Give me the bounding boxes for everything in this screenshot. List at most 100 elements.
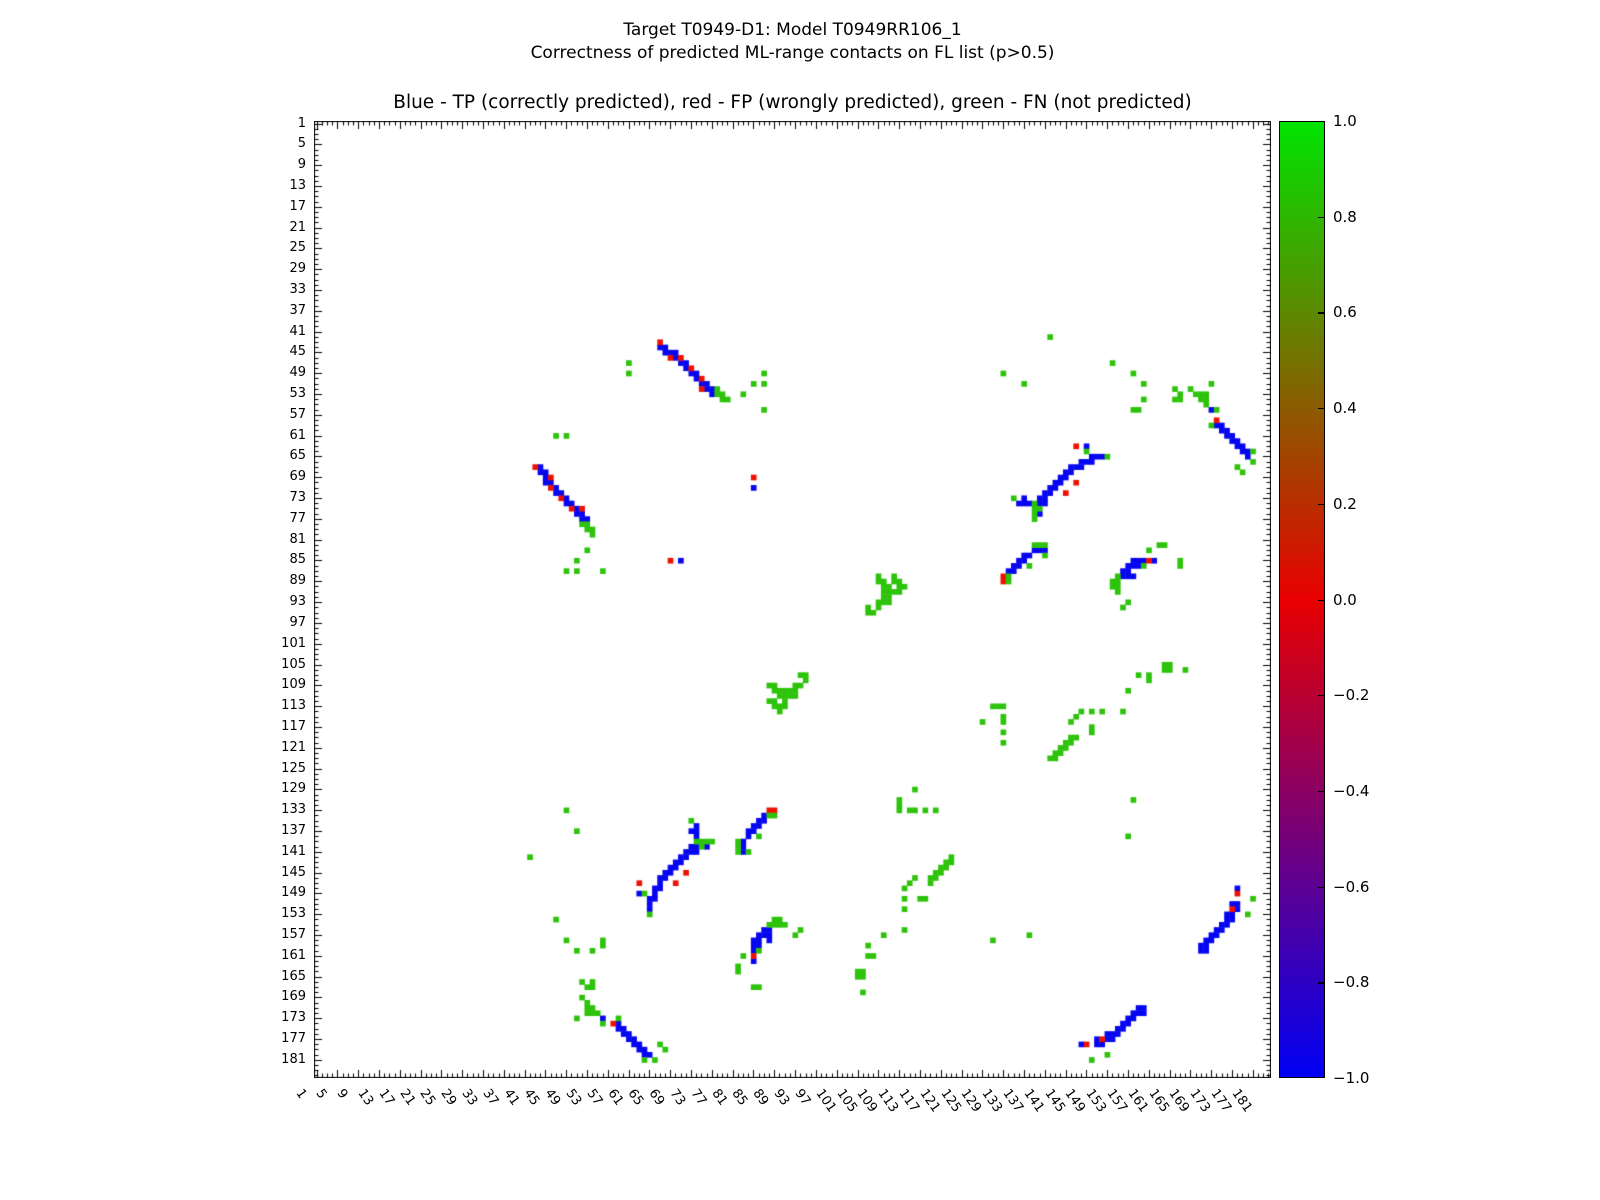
x-tick-label: 165 — [1145, 1086, 1172, 1116]
y-tick-label: 61 — [289, 427, 306, 443]
contact-map-plot — [314, 121, 1271, 1078]
colorbar-tick-label: 0.8 — [1333, 207, 1357, 226]
colorbar-tick-label: 1.0 — [1333, 112, 1357, 130]
x-tick-label: 81 — [708, 1086, 730, 1109]
x-tick-label: 173 — [1186, 1086, 1214, 1116]
y-tick-label: 77 — [289, 510, 306, 526]
y-tick-label: 33 — [289, 282, 306, 298]
colorbar-tick-label: 0.6 — [1333, 303, 1357, 322]
x-tick-label: 129 — [957, 1086, 985, 1116]
colorbar-tick-label: −0.8 — [1333, 973, 1370, 992]
x-tick-label: 117 — [895, 1086, 922, 1116]
x-tick-label: 97 — [791, 1086, 814, 1109]
x-tick-label: 113 — [874, 1086, 902, 1116]
x-tick-label: 89 — [749, 1086, 772, 1109]
y-tick-label: 57 — [289, 406, 306, 422]
figure-title: Target T0949-D1: Model T0949RR106_1 — [623, 20, 962, 40]
x-tick-label: 161 — [1124, 1086, 1151, 1116]
y-tick-label: 165 — [281, 968, 306, 984]
colorbar-tick-label: 0.4 — [1333, 399, 1357, 418]
y-tick-label: 121 — [281, 739, 306, 755]
x-tick-label: 69 — [645, 1086, 668, 1109]
y-tick-label: 1 — [297, 115, 306, 131]
y-tick-label: 113 — [281, 698, 306, 714]
colorbar-tick-mark — [1318, 695, 1324, 697]
colorbar-tick-label: −0.6 — [1333, 877, 1370, 896]
y-tick-label: 157 — [281, 926, 306, 942]
y-tick-label: 161 — [281, 947, 306, 963]
x-tick-label: 5 — [312, 1086, 330, 1102]
x-tick-label: 17 — [375, 1086, 398, 1109]
y-tick-label: 85 — [289, 552, 306, 568]
y-tick-label: 17 — [289, 198, 306, 214]
x-tick-label: 49 — [541, 1086, 564, 1109]
figure-subtitle: Correctness of predicted ML-range contac… — [530, 43, 1055, 63]
x-tick-label: 101 — [812, 1086, 839, 1116]
x-tick-label: 57 — [583, 1086, 606, 1109]
y-tick-label: 133 — [281, 802, 306, 818]
y-tick-label: 93 — [289, 594, 306, 610]
x-tick-label: 153 — [1082, 1086, 1110, 1116]
y-tick-label: 65 — [289, 448, 306, 464]
y-tick-label: 149 — [281, 885, 306, 901]
colorbar-tick-mark — [1318, 216, 1324, 218]
axes-title: Blue - TP (correctly predicted), red - F… — [393, 92, 1192, 113]
y-tick-label: 173 — [281, 1010, 306, 1026]
colorbar-tick-mark — [1318, 790, 1324, 793]
y-tick-label: 41 — [289, 323, 306, 339]
y-tick-label: 153 — [281, 906, 306, 922]
y-tick-label: 13 — [289, 178, 306, 193]
y-tick-label: 29 — [289, 261, 306, 277]
y-tick-label: 137 — [281, 822, 306, 838]
x-tick-label: 125 — [937, 1086, 964, 1116]
y-tick-label: 89 — [289, 573, 306, 589]
x-tick-label: 45 — [520, 1086, 543, 1109]
y-tick-label: 97 — [289, 614, 306, 630]
y-tick-label: 25 — [289, 240, 306, 256]
x-tick-label: 33 — [458, 1086, 481, 1109]
colorbar-tick-label: −1.0 — [1333, 1069, 1370, 1087]
x-tick-label: 121 — [916, 1086, 943, 1116]
x-tick-label: 141 — [1020, 1086, 1047, 1116]
x-tick-label: 65 — [625, 1086, 647, 1109]
x-tick-label: 53 — [562, 1086, 585, 1109]
y-tick-label: 5 — [297, 136, 306, 152]
colorbar-tick-label: −0.2 — [1333, 686, 1370, 705]
x-tick-label: 41 — [500, 1086, 522, 1109]
x-tick-label: 29 — [437, 1086, 460, 1109]
colorbar-tick-mark — [1318, 599, 1324, 601]
colorbar — [1279, 121, 1325, 1078]
y-tick-label: 181 — [281, 1051, 306, 1067]
y-tick-label: 37 — [289, 302, 306, 318]
colorbar-tick-mark — [1318, 982, 1324, 984]
x-tick-label: 37 — [479, 1086, 502, 1109]
y-tick-label: 9 — [297, 157, 306, 173]
x-tick-label: 93 — [770, 1086, 793, 1109]
x-tick-label: 169 — [1165, 1086, 1193, 1116]
y-tick-label: 109 — [281, 677, 306, 693]
x-tick-label: 1 — [292, 1086, 310, 1102]
y-tick-label: 105 — [281, 656, 306, 672]
y-tick-label: 141 — [281, 843, 306, 859]
y-tick-label: 53 — [289, 386, 306, 402]
y-tick-label: 129 — [281, 781, 306, 797]
contact-map-canvas — [314, 121, 1271, 1078]
y-tick-label: 49 — [289, 365, 306, 381]
y-tick-label: 69 — [289, 469, 306, 485]
y-tick-label: 81 — [289, 531, 306, 547]
x-tick-label: 77 — [687, 1086, 710, 1109]
x-tick-label: 9 — [333, 1086, 351, 1102]
x-tick-label: 25 — [416, 1086, 439, 1109]
x-tick-label: 145 — [1041, 1086, 1068, 1116]
y-tick-label: 125 — [281, 760, 306, 776]
colorbar-tick-label: −0.4 — [1333, 781, 1370, 800]
colorbar-tick-mark — [1318, 408, 1324, 410]
colorbar-tick-mark — [1318, 503, 1324, 506]
x-tick-label: 181 — [1228, 1086, 1255, 1116]
x-tick-label: 109 — [853, 1086, 881, 1116]
y-tick-label: 145 — [281, 864, 306, 880]
y-tick-label: 169 — [281, 989, 306, 1005]
x-tick-label: 85 — [729, 1086, 751, 1109]
colorbar-tick-mark — [1318, 886, 1324, 888]
y-tick-label: 21 — [289, 219, 306, 235]
